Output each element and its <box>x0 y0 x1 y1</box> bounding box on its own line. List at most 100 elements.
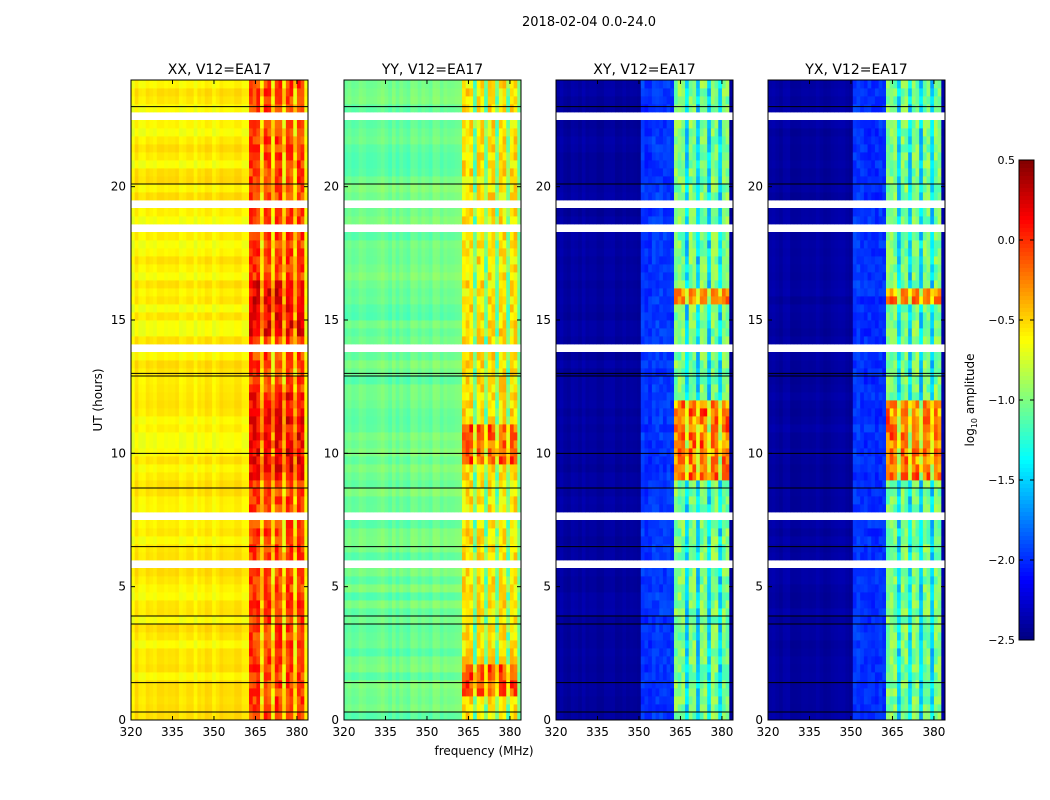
heatmap-cell <box>204 600 209 609</box>
heatmap-cell <box>208 280 213 289</box>
heatmap-cell <box>175 416 180 425</box>
heatmap-cell <box>450 592 456 601</box>
heatmap-cell <box>249 232 254 241</box>
heatmap-cell <box>138 568 143 577</box>
heatmap-cell <box>215 600 220 609</box>
heatmap-cell <box>171 296 176 305</box>
heatmap-cell <box>285 432 290 441</box>
heatmap-cell <box>495 472 500 481</box>
heatmap-cell <box>300 528 305 537</box>
heatmap-cell <box>414 664 419 673</box>
heatmap-cell <box>212 248 217 257</box>
heatmap-cell <box>271 168 276 177</box>
heatmap-cell <box>134 232 139 241</box>
heatmap-cell <box>219 144 224 153</box>
heatmap-cell <box>366 696 371 705</box>
heatmap-cell <box>388 520 393 529</box>
heatmap-cell <box>484 576 489 585</box>
heatmap-cell <box>296 376 302 385</box>
heatmap-cell <box>131 648 136 657</box>
heatmap-cell <box>484 480 489 489</box>
heatmap-cell <box>226 336 231 345</box>
heatmap-cell <box>369 640 374 649</box>
heatmap-cell <box>234 144 239 153</box>
heatmap-cell <box>182 336 187 345</box>
heatmap-cell <box>498 520 503 529</box>
heatmap-cell <box>458 520 463 529</box>
heatmap-cell <box>160 440 165 449</box>
heatmap-cell <box>138 456 143 465</box>
heatmap-cell <box>495 496 500 505</box>
heatmap-cell <box>506 640 511 649</box>
heatmap-cell <box>263 280 268 289</box>
heatmap-cell <box>414 496 419 505</box>
heatmap-cell <box>197 624 202 633</box>
heatmap-cell <box>190 312 195 321</box>
heatmap-cell <box>131 144 136 153</box>
heatmap-cell <box>274 264 279 273</box>
heatmap-cell <box>428 552 433 561</box>
heatmap-cell <box>410 616 415 625</box>
heatmap-cell <box>274 376 279 385</box>
heatmap-cell <box>469 608 474 617</box>
heatmap-cell <box>212 240 217 249</box>
heatmap-cell <box>278 464 283 473</box>
heatmap-cell <box>289 616 294 625</box>
heatmap-cell <box>167 424 172 433</box>
heatmap-cell <box>212 352 217 361</box>
heatmap-cell <box>230 256 235 265</box>
heatmap-cell <box>256 592 261 601</box>
heatmap-cell <box>134 520 139 529</box>
heatmap-cell <box>263 712 268 721</box>
heatmap-cell <box>476 496 481 505</box>
heatmap-cell <box>274 368 279 377</box>
heatmap-cell <box>296 392 302 401</box>
heatmap-cell <box>425 696 430 705</box>
heatmap-cell <box>458 568 463 577</box>
heatmap-cell <box>175 552 180 561</box>
heatmap-cell <box>178 704 184 713</box>
heatmap-cell <box>285 312 290 321</box>
heatmap-cell <box>263 648 268 657</box>
heatmap-cell <box>380 632 385 641</box>
heatmap-cell <box>204 352 209 361</box>
heatmap-cell <box>131 592 136 601</box>
heatmap-cell <box>439 504 444 513</box>
heatmap-cell <box>399 496 404 505</box>
heatmap-cell <box>399 528 404 537</box>
heatmap-cell <box>178 440 184 449</box>
heatmap-cell <box>237 504 243 513</box>
heatmap-cell <box>282 352 287 361</box>
heatmap-cell <box>271 440 276 449</box>
heatmap-cell <box>373 672 378 681</box>
heatmap-cell <box>271 312 276 321</box>
heatmap-cell <box>432 672 437 681</box>
heatmap-cell <box>282 712 287 721</box>
heatmap-cell <box>506 712 511 721</box>
heatmap-cell <box>212 176 217 185</box>
heatmap-cell <box>410 536 415 545</box>
heatmap-cell <box>263 304 268 313</box>
heatmap-cell <box>138 472 143 481</box>
heatmap-cell <box>509 552 515 561</box>
heatmap-cell <box>458 544 463 553</box>
heatmap-cell <box>403 584 408 593</box>
heatmap-cell <box>296 624 302 633</box>
heatmap-cell <box>241 552 246 561</box>
heatmap-cell <box>219 536 224 545</box>
heatmap-cell <box>237 176 243 185</box>
heatmap-cell <box>443 504 448 513</box>
heatmap-cell <box>171 80 176 89</box>
heatmap-cell <box>395 528 400 537</box>
heatmap-cell <box>156 624 161 633</box>
heatmap-cell <box>131 640 136 649</box>
heatmap-cell <box>249 376 254 385</box>
heatmap-cell <box>252 248 257 257</box>
heatmap-cell <box>131 536 136 545</box>
heatmap-cell <box>256 504 261 513</box>
heatmap-cell <box>366 528 371 537</box>
heatmap-cell <box>406 640 411 649</box>
heatmap-cell <box>223 352 228 361</box>
heatmap-cell <box>156 336 161 345</box>
heatmap-cell <box>439 472 444 481</box>
